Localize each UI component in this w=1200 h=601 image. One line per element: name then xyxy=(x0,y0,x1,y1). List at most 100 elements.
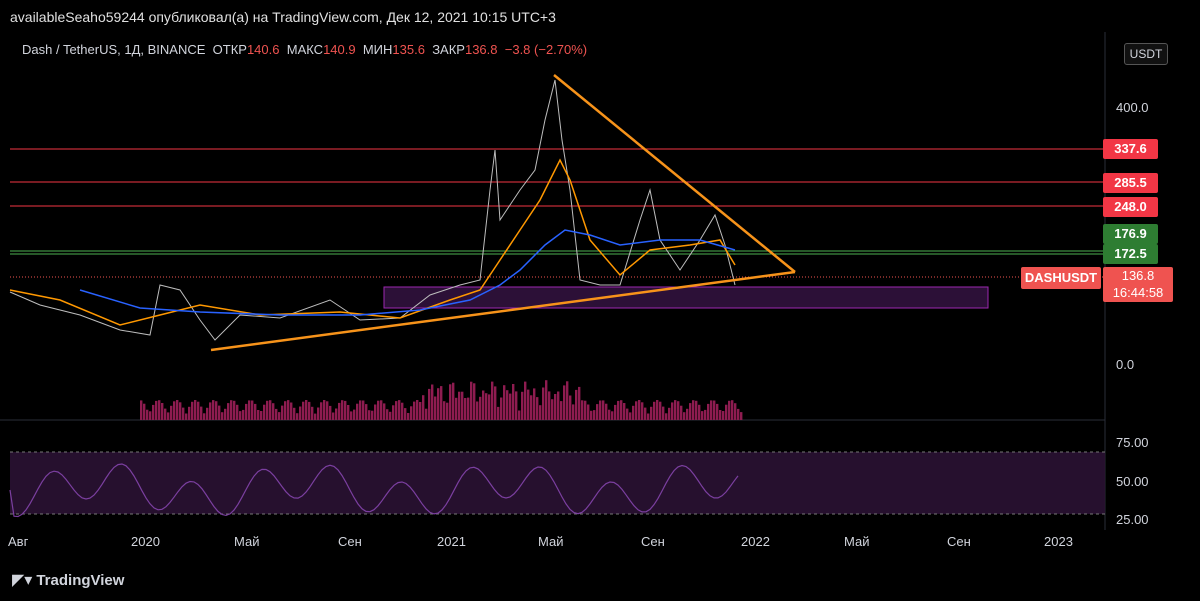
volume-bar xyxy=(587,404,590,420)
volume-bar xyxy=(329,405,332,420)
currency-button[interactable]: USDT xyxy=(1124,43,1168,65)
volume-bar xyxy=(608,409,611,420)
volume-bar xyxy=(428,388,431,420)
volume-bar xyxy=(686,408,689,420)
time-label-9: Сен xyxy=(947,534,971,549)
volume-bar xyxy=(332,412,335,420)
volume-bar xyxy=(419,402,422,420)
volume-bar xyxy=(605,403,608,420)
price-chart[interactable] xyxy=(0,32,1200,558)
volume-bar xyxy=(407,413,410,420)
level-label-285: 285.5 xyxy=(1103,173,1158,193)
volume-bar xyxy=(158,400,161,420)
volume-bar xyxy=(440,386,443,420)
volume-bar xyxy=(188,406,191,420)
volume-bar xyxy=(212,400,215,420)
volume-bar xyxy=(365,404,368,420)
volume-bar xyxy=(179,402,182,420)
volume-bar xyxy=(326,401,329,420)
time-label-2: Май xyxy=(234,534,260,549)
volume-bar xyxy=(704,409,707,420)
volume-bar xyxy=(737,408,740,420)
volume-bar xyxy=(143,403,146,420)
volume-bar xyxy=(482,390,485,420)
price-tick-400: 400.0 xyxy=(1116,100,1149,115)
volume-bar xyxy=(656,400,659,420)
publish-caption: availableSeaho59244 опубликовал(а) на Tr… xyxy=(10,9,556,25)
time-label-6: Сен xyxy=(641,534,665,549)
volume-bar xyxy=(173,401,176,420)
volume-bar xyxy=(260,411,263,420)
volume-bar xyxy=(458,391,461,420)
volume-bar xyxy=(293,407,296,420)
volume-bar xyxy=(398,400,401,420)
volume-bar xyxy=(386,409,389,420)
volume-bar xyxy=(251,400,254,420)
symbol-legend[interactable]: Dash / TetherUS, 1Д, BINANCE ОТКР140.6 М… xyxy=(22,42,587,57)
volume-bar xyxy=(569,395,572,420)
volume-bar xyxy=(401,402,404,420)
volume-bar xyxy=(455,397,458,420)
rsi-tick-25: 25.00 xyxy=(1116,512,1149,527)
volume-bar xyxy=(350,411,353,420)
level-label-337: 337.6 xyxy=(1103,139,1158,159)
volume-bar xyxy=(641,402,644,420)
time-label-4: 2021 xyxy=(437,534,466,549)
volume-bar xyxy=(509,393,512,420)
volume-bar xyxy=(404,408,407,420)
volume-bar xyxy=(500,397,503,420)
volume-bar xyxy=(674,400,677,420)
volume-bar xyxy=(518,410,521,420)
volume-bar xyxy=(374,404,377,420)
volume-bar xyxy=(467,397,470,420)
volume-bar xyxy=(227,403,230,420)
volume-bar xyxy=(185,413,188,420)
volume-bar xyxy=(662,406,665,420)
volume-bar xyxy=(635,401,638,420)
lower-trendline xyxy=(210,270,796,352)
volume-bar xyxy=(161,403,164,420)
level-label-172: 172.5 xyxy=(1103,244,1158,264)
volume-bar xyxy=(305,400,308,420)
volume-bar xyxy=(140,400,143,420)
volume-bar xyxy=(242,409,245,420)
volume-bar xyxy=(650,406,653,420)
volume-bar xyxy=(311,406,314,420)
volume-bar xyxy=(653,401,656,420)
volume-bar xyxy=(341,400,344,420)
footer-brand[interactable]: ◤▾ TradingView xyxy=(12,570,124,590)
volume-bar xyxy=(698,404,701,420)
volume-bar xyxy=(659,401,662,420)
volume-bar xyxy=(503,385,506,420)
volume-bar xyxy=(548,391,551,420)
volume-bar xyxy=(299,406,302,420)
volume-bar xyxy=(170,405,173,420)
volume-bar xyxy=(668,407,671,420)
volume-bar xyxy=(230,400,233,420)
volume-bar xyxy=(152,404,155,420)
volume-bar xyxy=(335,408,338,420)
volume-bar xyxy=(560,401,563,420)
volume-bar xyxy=(191,401,194,420)
volume-bar xyxy=(380,400,383,420)
volume-bar xyxy=(539,405,542,420)
volume-bar xyxy=(446,402,449,420)
volume-bar xyxy=(542,387,545,420)
close-value: 136.8 xyxy=(464,42,498,57)
volume-bar xyxy=(476,401,479,420)
ema-line xyxy=(9,158,736,326)
volume-bar xyxy=(431,384,434,420)
volume-bar xyxy=(536,397,539,420)
open-value: 140.6 xyxy=(246,42,280,57)
sma-line xyxy=(79,229,736,316)
volume-bar xyxy=(464,398,467,420)
volume-bar xyxy=(203,413,206,420)
volume-bar xyxy=(521,391,524,420)
level-label-248: 248.0 xyxy=(1103,197,1158,217)
volume-bar xyxy=(353,409,356,420)
last-price-value: 136.8 xyxy=(1121,268,1155,283)
price-series xyxy=(9,79,736,341)
volume-bar xyxy=(176,400,179,420)
volume-bar xyxy=(452,382,455,420)
volume-bar xyxy=(290,402,293,420)
